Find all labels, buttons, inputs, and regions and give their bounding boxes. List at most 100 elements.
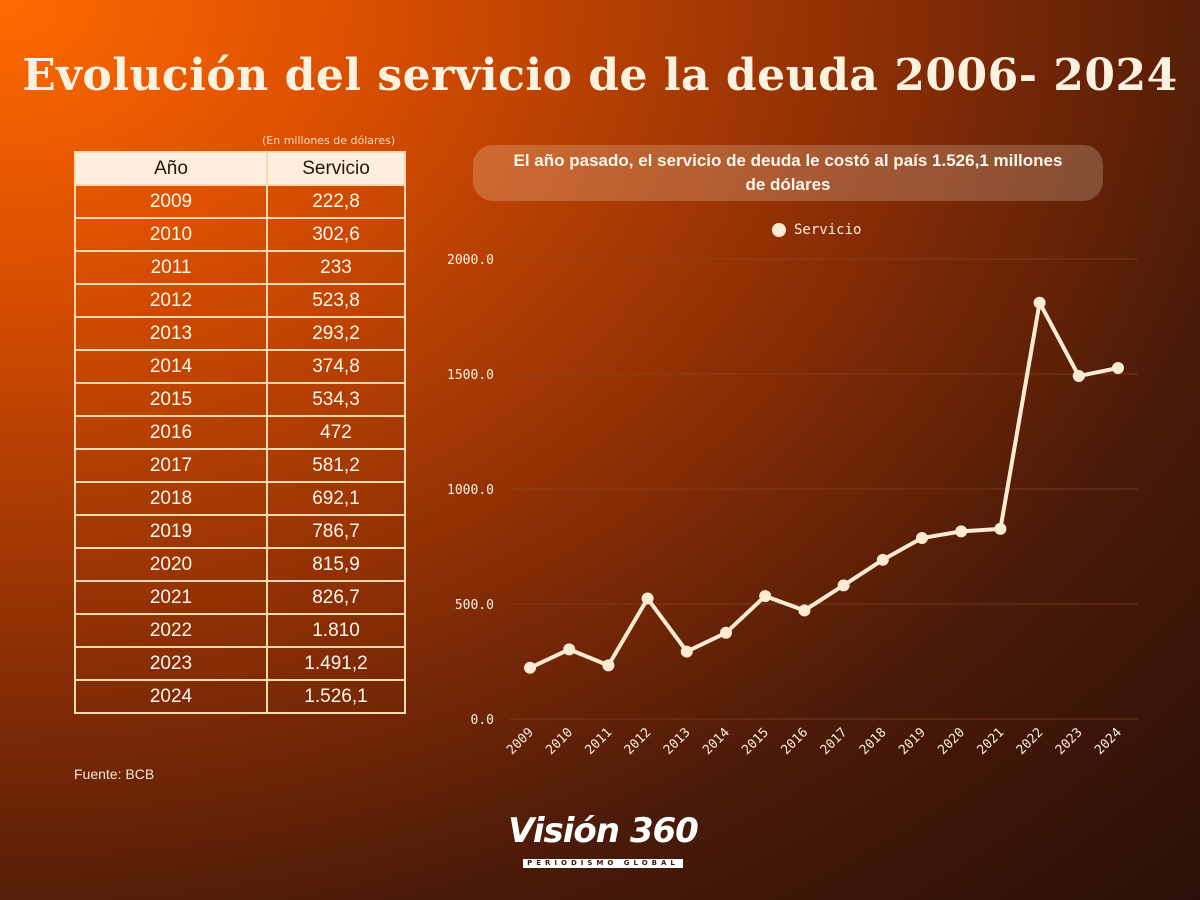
logo: Visión 360 PERIODISMO GLOBAL <box>508 811 699 869</box>
data-point <box>876 553 889 566</box>
x-tick-label: 2018 <box>857 725 890 758</box>
cell-service: 233 <box>266 250 406 285</box>
data-point <box>720 626 732 639</box>
data-table: Año Servicio 2009 222,8 2010 302,6 2011 233 20… <box>74 151 406 714</box>
header-service: Servicio <box>266 151 406 186</box>
cell-year: 2015 <box>74 382 268 417</box>
cell-service: 534,3 <box>266 382 406 417</box>
table-row: 2015 534,3 <box>74 382 406 417</box>
x-tick-label: 2019 <box>896 725 929 758</box>
data-point <box>641 592 654 605</box>
cell-service: 692,1 <box>266 481 406 516</box>
data-point <box>1072 370 1085 383</box>
chart-legend: Servicio <box>772 222 861 238</box>
data-point <box>837 579 850 592</box>
data-point <box>994 522 1007 535</box>
x-tick-label: 2020 <box>935 725 968 758</box>
x-tick-label: 2011 <box>582 725 615 758</box>
data-point <box>524 661 536 674</box>
data-point <box>1033 296 1046 309</box>
x-tick-label: 2024 <box>1092 725 1125 758</box>
data-point <box>759 590 772 603</box>
cell-year: 2016 <box>74 415 268 450</box>
cell-year: 2012 <box>74 283 268 318</box>
cell-year: 2014 <box>74 349 268 384</box>
data-point <box>1112 361 1124 374</box>
cell-service: 786,7 <box>266 514 406 549</box>
cell-year: 2010 <box>74 217 268 252</box>
source-note: Fuente: BCB <box>74 766 155 782</box>
cell-service: 523,8 <box>266 283 406 318</box>
cell-year: 2020 <box>74 547 268 582</box>
unit-note: (En millones de dólares) <box>262 134 396 147</box>
header-year: Año <box>74 151 268 186</box>
y-tick-label: 2000.0 <box>447 253 494 268</box>
table-row: 2011 233 <box>74 250 406 285</box>
table-row: 2020 815,9 <box>74 547 406 582</box>
cell-year: 2018 <box>74 481 268 516</box>
y-tick-label: 1500.0 <box>447 368 494 383</box>
cell-service: 293,2 <box>266 316 406 351</box>
cell-service: 374,8 <box>266 349 406 384</box>
table-row: 2021 826,7 <box>74 580 406 615</box>
data-point <box>798 604 811 617</box>
cell-service: 1.491,2 <box>266 646 406 681</box>
x-tick-label: 2012 <box>622 725 655 758</box>
table-row: 2013 293,2 <box>74 316 406 351</box>
cell-service: 1.810 <box>266 613 406 648</box>
x-tick-label: 2022 <box>1014 725 1047 758</box>
cell-year: 2013 <box>74 316 268 351</box>
table-header-row: Año Servicio <box>74 151 406 186</box>
cell-year: 2024 <box>74 679 268 714</box>
cell-service: 826,7 <box>266 580 406 615</box>
page-title: Evolución del servicio de la deuda 2006-… <box>22 50 1178 101</box>
data-point <box>563 643 576 656</box>
cell-year: 2021 <box>74 580 268 615</box>
table-row: 2024 1.526,1 <box>74 679 406 714</box>
table-row: 2010 302,6 <box>74 217 406 252</box>
chart-callout: El año pasado, el servicio de deuda le c… <box>473 145 1103 201</box>
x-tick-label: 2021 <box>974 725 1007 758</box>
table-row: 2009 222,8 <box>74 184 406 219</box>
x-tick-label: 2009 <box>504 725 537 758</box>
legend-label: Servicio <box>794 222 862 238</box>
legend-dot-icon <box>772 223 786 237</box>
data-point <box>955 525 968 538</box>
table-row: 2019 786,7 <box>74 514 406 549</box>
x-tick-label: 2016 <box>778 725 811 758</box>
cell-year: 2022 <box>74 613 268 648</box>
cell-service: 815,9 <box>266 547 406 582</box>
cell-service: 1.526,1 <box>266 679 406 714</box>
x-tick-label: 2010 <box>543 725 576 758</box>
cell-year: 2017 <box>74 448 268 483</box>
table-row: 2012 523,8 <box>74 283 406 318</box>
y-tick-label: 0.0 <box>471 713 494 728</box>
table-row: 2018 692,1 <box>74 481 406 516</box>
x-tick-label: 2023 <box>1053 725 1086 758</box>
cell-year: 2009 <box>74 184 268 219</box>
data-point <box>916 532 928 545</box>
x-tick-label: 2014 <box>700 725 733 758</box>
table-row: 2022 1.810 <box>74 613 406 648</box>
logo-text: Visión 360 <box>508 811 699 851</box>
cell-year: 2019 <box>74 514 268 549</box>
cell-service: 302,6 <box>266 217 406 252</box>
table-row: 2017 581,2 <box>74 448 406 483</box>
data-point <box>602 659 615 672</box>
table-row: 2014 374,8 <box>74 349 406 384</box>
x-tick-label: 2013 <box>661 725 694 758</box>
table-body: 2009 222,8 2010 302,6 2011 233 2012 523,8 2013 29… <box>74 184 406 714</box>
cell-year: 2011 <box>74 250 268 285</box>
table-row: 2016 472 <box>74 415 406 450</box>
x-tick-label: 2015 <box>739 725 772 758</box>
series-line-servicio <box>528 300 1120 670</box>
cell-year: 2023 <box>74 646 268 681</box>
cell-service: 472 <box>266 415 406 450</box>
cell-service: 222,8 <box>266 184 406 219</box>
y-tick-label: 500.0 <box>455 598 494 613</box>
cell-service: 581,2 <box>266 448 406 483</box>
table-row: 2023 1.491,2 <box>74 646 406 681</box>
logo-tagline: PERIODISMO GLOBAL <box>523 859 683 868</box>
data-point <box>680 645 693 658</box>
